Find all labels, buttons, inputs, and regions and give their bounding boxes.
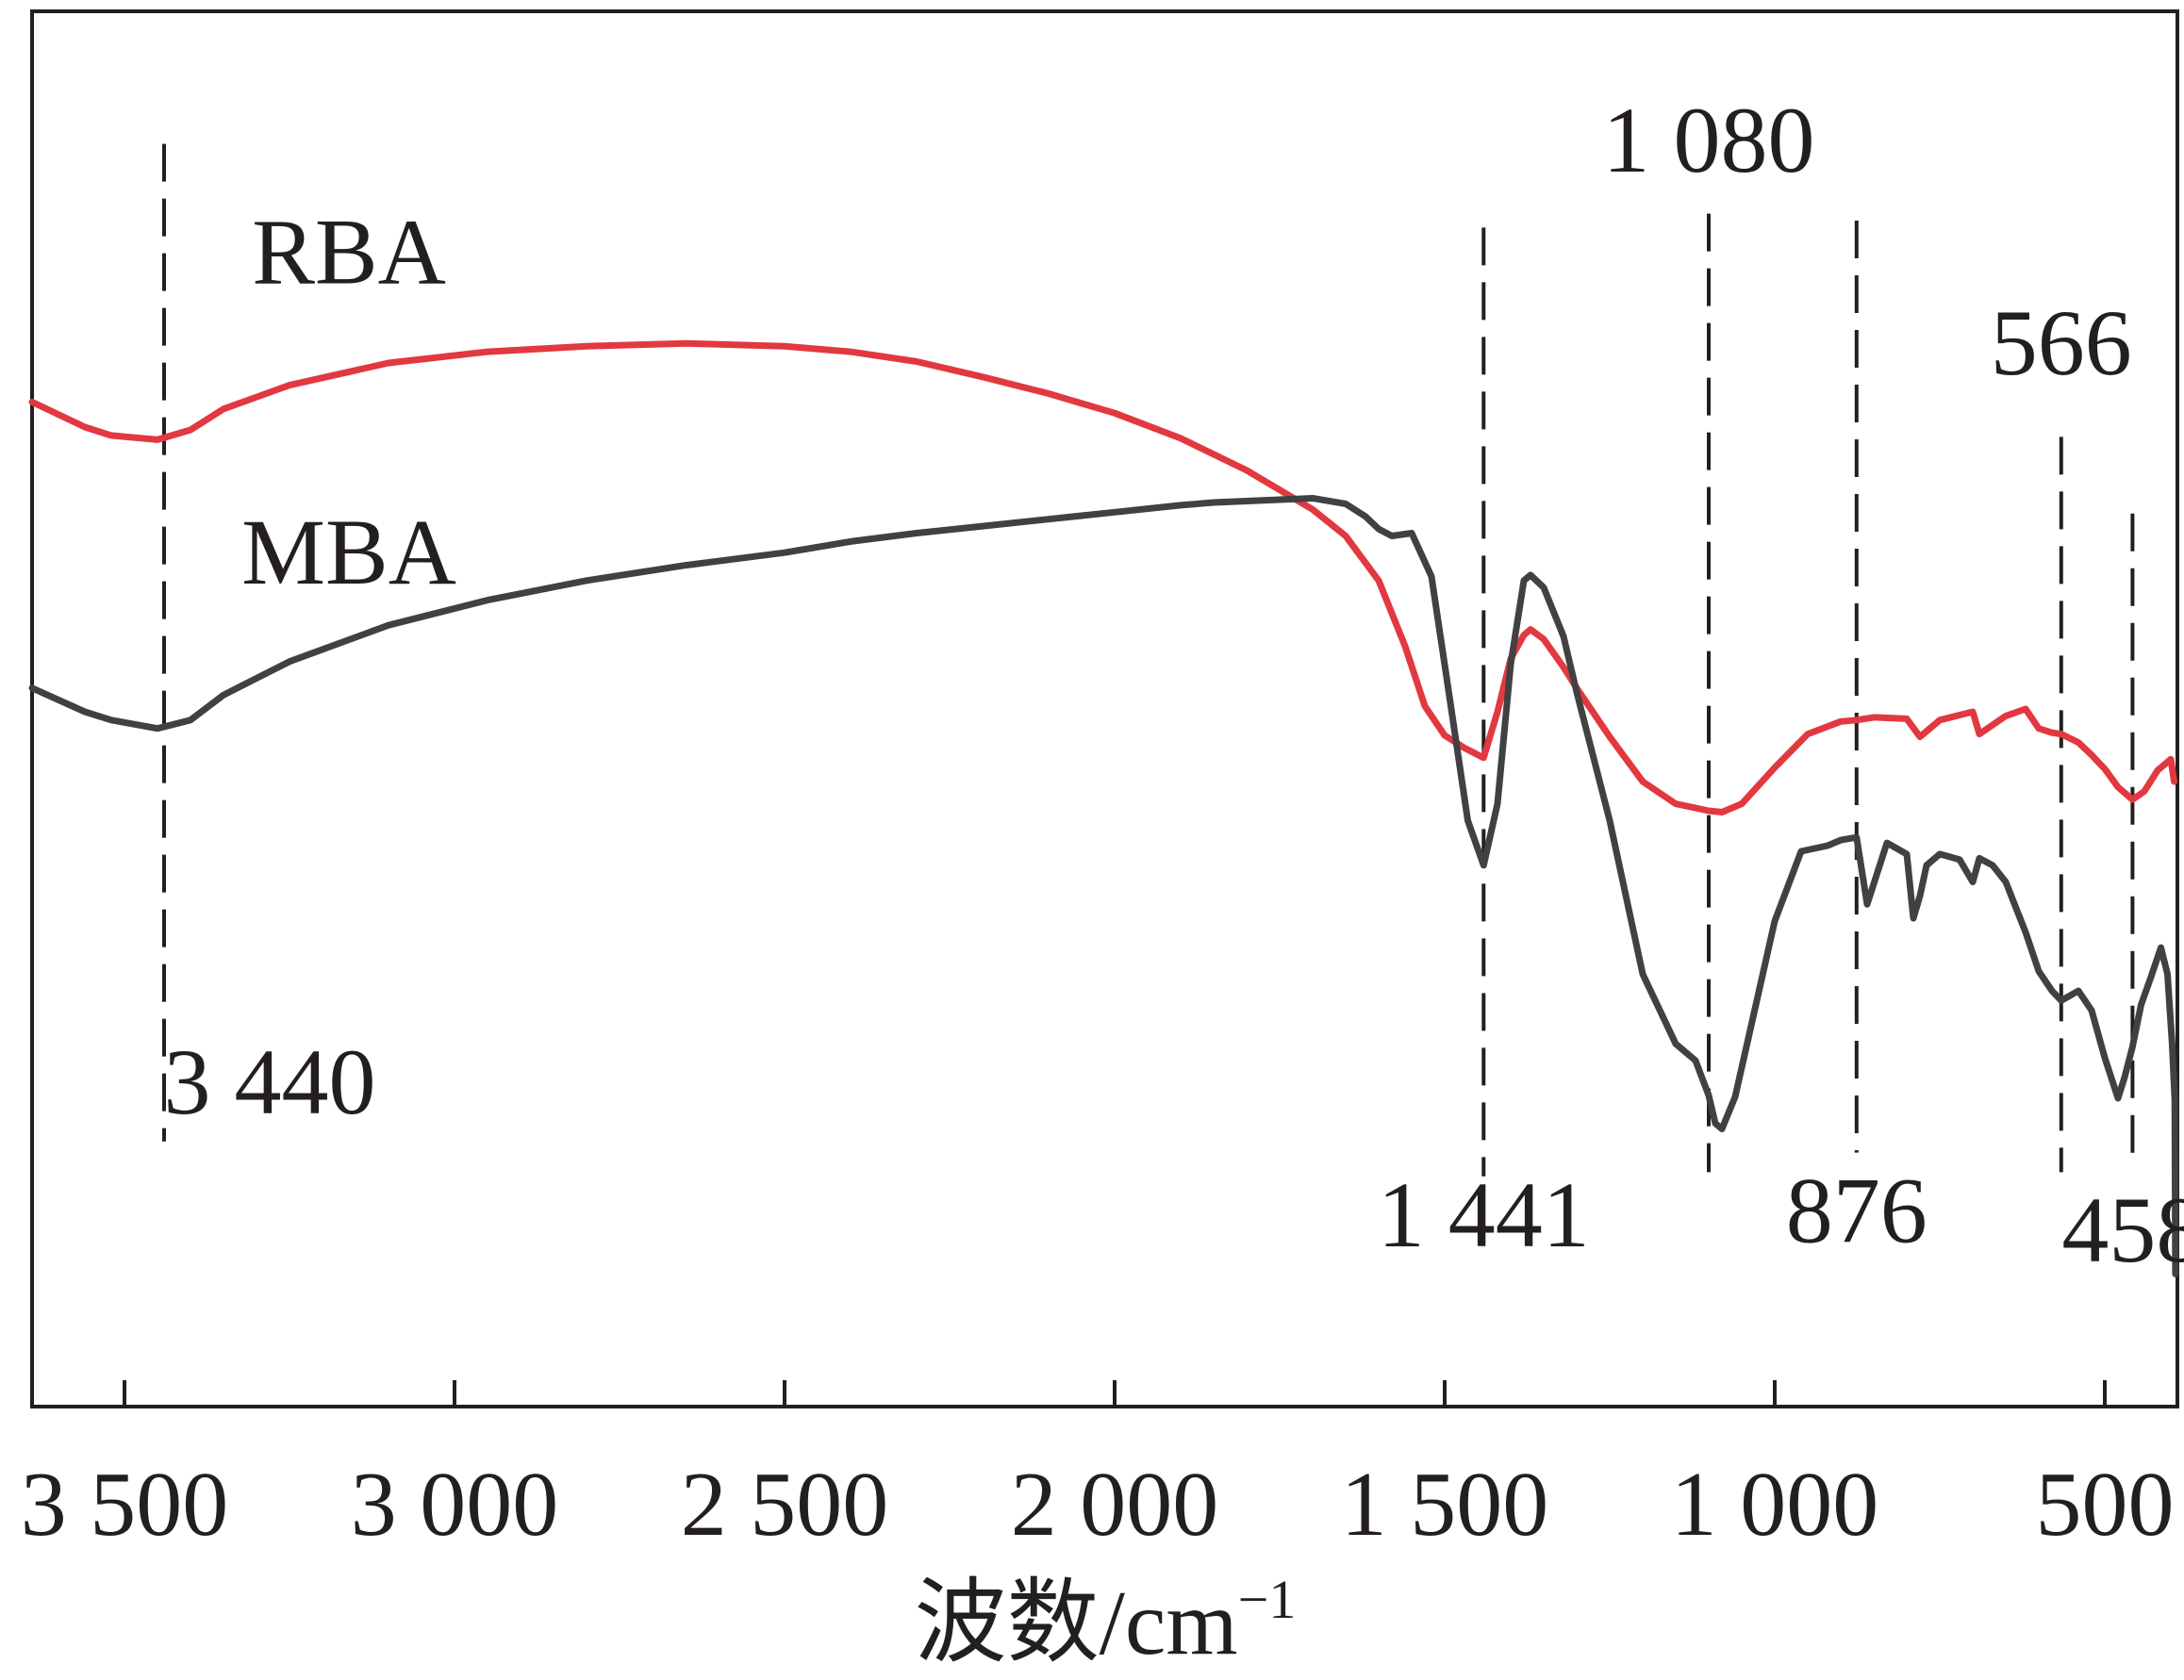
x-tick-label-2000: 2 000 xyxy=(1011,1454,1219,1556)
peak-label-1080: 1 080 xyxy=(1603,88,1815,192)
peak-label-876: 876 xyxy=(1786,1158,1928,1262)
series-label-rba: RBA xyxy=(252,200,446,305)
x-axis-title-superscript: −1 xyxy=(1238,1569,1297,1630)
x-tick-label-2500: 2 500 xyxy=(681,1454,889,1556)
series-layer xyxy=(32,343,2176,1274)
x-axis-title-text: 波数/cm xyxy=(915,1573,1238,1674)
x-tick-label-500: 500 xyxy=(2036,1454,2175,1556)
x-tick-label-1000: 1 000 xyxy=(1671,1454,1879,1556)
x-tick-label-3000: 3 000 xyxy=(351,1454,559,1556)
peak-label-1441: 1 441 xyxy=(1378,1162,1590,1267)
x-tick-label-3500: 3 500 xyxy=(21,1454,229,1556)
peak-label-3440: 3 440 xyxy=(164,1029,376,1134)
x-axis-title: 波数/cm−1 xyxy=(915,1569,1297,1674)
peak-label-566: 566 xyxy=(1991,290,2132,395)
annotation-layer: RBA MBA 3 440 1 441 1 080 876 566 458 xyxy=(164,88,2184,1282)
x-tick-label-1500: 1 500 xyxy=(1341,1454,1549,1556)
reference-lines xyxy=(164,144,2132,1177)
series-label-mba: MBA xyxy=(241,500,456,604)
peak-label-458: 458 xyxy=(2061,1178,2184,1282)
